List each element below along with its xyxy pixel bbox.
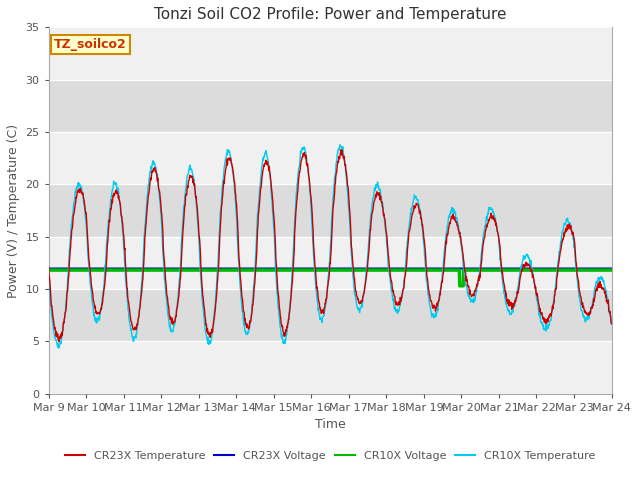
Title: Tonzi Soil CO2 Profile: Power and Temperature: Tonzi Soil CO2 Profile: Power and Temper… [154,7,506,22]
Bar [49,237,611,289]
Legend: CR23X Temperature, CR23X Voltage, CR10X Voltage, CR10X Temperature: CR23X Temperature, CR23X Voltage, CR10X … [61,447,600,466]
X-axis label: Time: Time [315,418,346,431]
Bar [49,132,611,184]
Y-axis label: Power (V) / Temperature (C): Power (V) / Temperature (C) [7,123,20,298]
Text: TZ_soilco2: TZ_soilco2 [54,38,127,51]
Bar [49,289,611,341]
Bar [49,341,611,394]
Bar [49,27,611,80]
Bar [49,184,611,237]
Bar [49,80,611,132]
